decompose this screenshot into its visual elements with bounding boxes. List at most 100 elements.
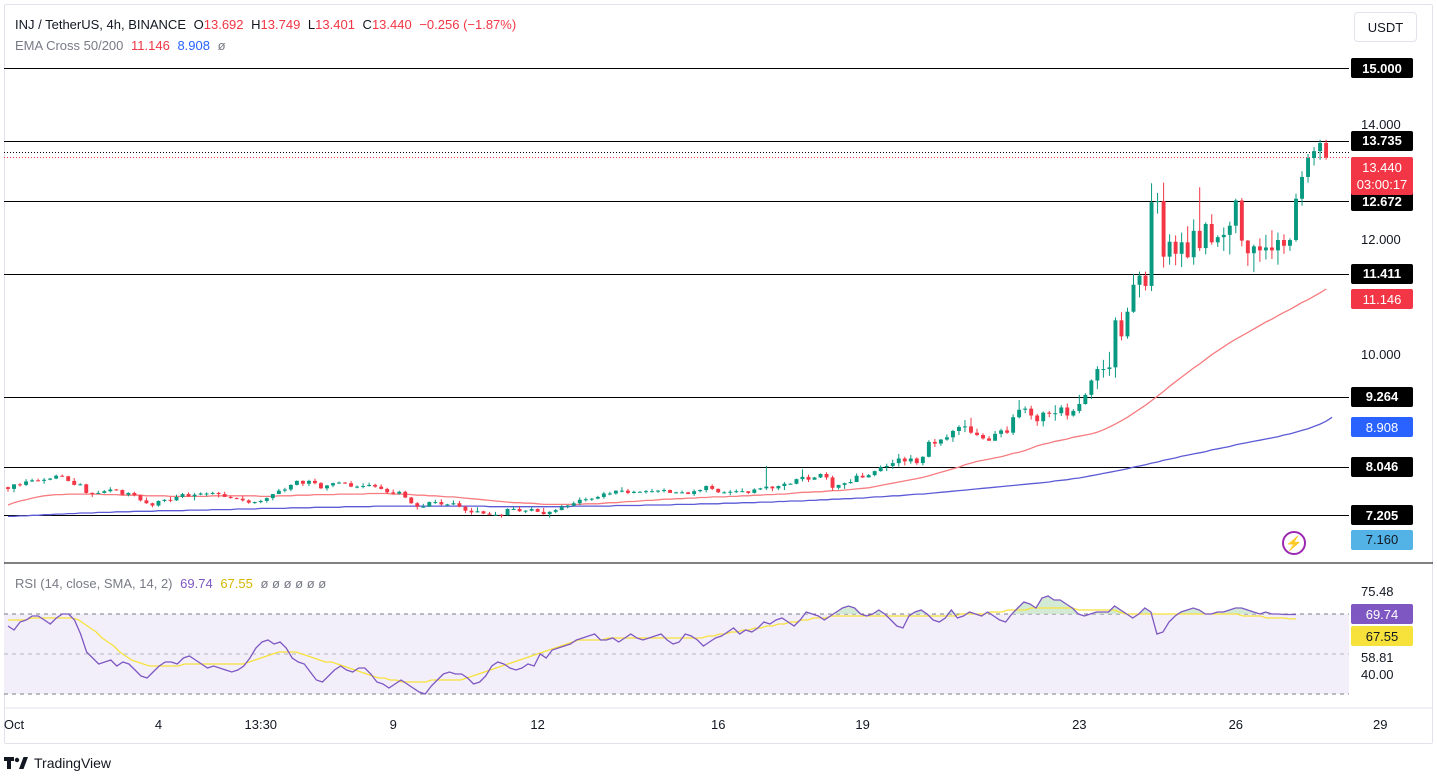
ema50-line — [7, 288, 1327, 506]
candle-body — [1294, 198, 1298, 241]
candle-body — [824, 473, 829, 478]
candle-body — [433, 502, 438, 504]
low-label: L — [307, 17, 316, 32]
candle-body — [174, 496, 179, 501]
candle-body — [228, 496, 233, 499]
candle-body — [1215, 237, 1220, 243]
candle-body — [1282, 240, 1286, 246]
candle-body — [758, 488, 763, 490]
candle-body — [764, 486, 769, 489]
brand-name: TradingView — [34, 755, 112, 771]
candle-body — [156, 500, 161, 506]
tradingview-brand[interactable]: TradingView — [4, 755, 111, 771]
candle-body — [674, 492, 679, 494]
candle-body — [216, 492, 221, 495]
candle-body — [908, 458, 913, 462]
candle-body — [938, 439, 943, 444]
candle-body — [746, 491, 751, 493]
candle-body — [493, 514, 498, 516]
candle-body — [1318, 143, 1323, 152]
candle-body — [325, 485, 329, 489]
candle-body — [1161, 201, 1166, 257]
candle-body — [1017, 409, 1022, 418]
candle-body — [993, 433, 998, 441]
rsi-tick-label: 75.48 — [1361, 584, 1394, 599]
candle-body — [631, 491, 636, 493]
candle-body — [1143, 275, 1148, 286]
candle-body — [523, 510, 528, 512]
candle-body — [276, 490, 281, 495]
candle-body — [1155, 201, 1160, 203]
candle-body — [1101, 369, 1106, 371]
candle-body — [716, 488, 721, 493]
candle-body — [794, 479, 799, 484]
time-tick-label: 16 — [710, 717, 726, 732]
high-value: 13.749 — [260, 17, 301, 32]
candle-body — [505, 508, 510, 516]
candle-body — [24, 481, 29, 485]
candle-body — [1107, 367, 1112, 370]
candle-body — [1257, 246, 1262, 251]
candle-body — [1251, 246, 1256, 254]
candle-body — [1263, 247, 1268, 251]
candle-body — [1300, 176, 1304, 199]
ema-extra-value: ø — [217, 38, 226, 53]
candle-body — [866, 475, 871, 478]
candle-body — [373, 484, 378, 487]
candle-body — [240, 498, 245, 501]
candle-body — [1275, 240, 1280, 251]
candle-body — [60, 475, 65, 477]
candle-body — [565, 505, 570, 507]
candle-body — [902, 458, 907, 462]
currency-button[interactable]: USDT — [1354, 12, 1417, 42]
candle-body — [638, 491, 642, 493]
candle-body — [926, 441, 931, 457]
time-tick-label: 12 — [530, 717, 545, 732]
ema200-value: 8.908 — [177, 38, 210, 53]
candle-body — [397, 491, 402, 494]
candle-body — [607, 493, 612, 495]
candle-body — [222, 494, 227, 497]
candle-body — [547, 511, 552, 515]
close-value: 13.440 — [371, 17, 412, 32]
candles — [6, 139, 1329, 518]
candle-body — [1005, 430, 1010, 433]
tradingview-logo-icon — [4, 757, 28, 769]
candle-body — [686, 492, 691, 495]
open-value: 13.692 — [203, 17, 244, 32]
rsi-sma-value: 67.55 — [220, 576, 253, 591]
candle-body — [1167, 241, 1172, 257]
candle-body — [529, 508, 534, 511]
horizontal-levels — [4, 68, 1349, 516]
candle-body — [956, 426, 961, 431]
candle-body — [517, 508, 522, 512]
candle-body — [264, 498, 269, 501]
candle-body — [920, 456, 925, 464]
candle-body — [1179, 242, 1184, 254]
ema-indicator-label[interactable]: EMA Cross 50/200 — [15, 38, 124, 53]
candle-body — [782, 483, 787, 487]
rsi-extra-values: ø ø ø ø ø ø — [260, 576, 327, 591]
candle-body — [740, 491, 745, 493]
replay-lightning-icon[interactable]: ⚡ — [1282, 531, 1306, 555]
candle-body — [650, 491, 654, 493]
candle-body — [204, 493, 209, 495]
candle-body — [644, 491, 648, 493]
candle-body — [132, 492, 137, 496]
candle-body — [343, 482, 348, 484]
candle-body — [1131, 284, 1136, 312]
chart-frame — [4, 4, 1433, 744]
candle-body — [890, 463, 895, 466]
candle-body — [361, 486, 366, 488]
candle-body — [836, 484, 841, 488]
current-price-value: 13.440 — [1362, 160, 1402, 176]
candle-body — [234, 498, 239, 500]
rsi-indicator-label[interactable]: RSI (14, close, SMA, 14, 2) — [15, 576, 173, 591]
candle-body — [969, 426, 973, 433]
candle-body — [613, 490, 618, 494]
candle-body — [487, 513, 492, 515]
candle-body — [981, 435, 985, 439]
rsi-tick-label: 58.81 — [1361, 650, 1394, 665]
symbol-title[interactable]: INJ / TetherUS, 4h, BINANCE — [15, 17, 186, 32]
